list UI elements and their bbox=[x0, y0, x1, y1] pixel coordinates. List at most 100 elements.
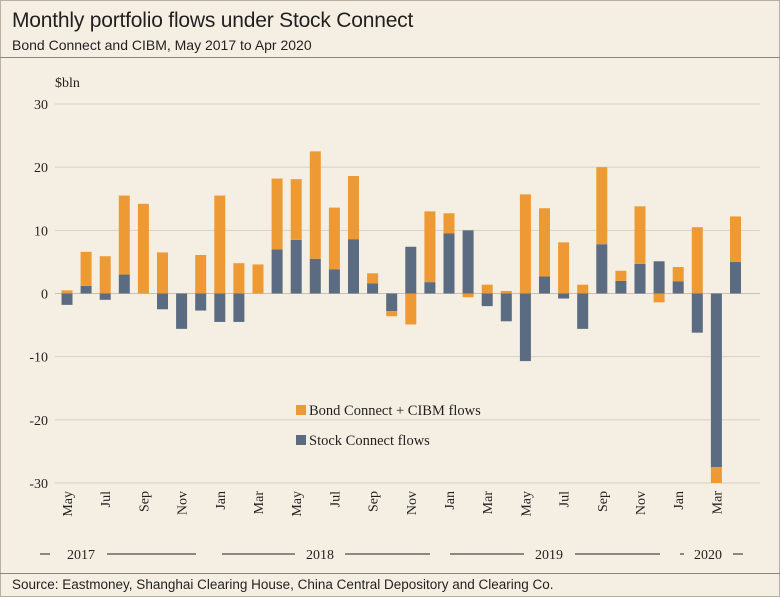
bar-stock-connect bbox=[157, 293, 168, 310]
bar-bond-connect-cibm bbox=[118, 195, 130, 275]
legend-label-bond: Bond Connect + CIBM flows bbox=[309, 403, 481, 419]
bar-bond-connect-cibm bbox=[710, 467, 722, 483]
bar-stock-connect bbox=[672, 281, 684, 294]
bar-stock-connect bbox=[500, 293, 512, 322]
bar-stock-connect bbox=[233, 293, 245, 322]
legend-label-stock: Stock Connect flows bbox=[309, 433, 430, 449]
bar-bond-connect-cibm bbox=[558, 242, 570, 294]
x-tick-label: Jul bbox=[99, 491, 114, 507]
bar-stock-connect bbox=[405, 246, 417, 294]
bar-bond-connect-cibm bbox=[615, 270, 627, 281]
y-tick-label: 30 bbox=[34, 98, 48, 113]
bar-stock-connect bbox=[118, 274, 130, 294]
bar-stock-connect bbox=[386, 293, 398, 312]
x-tick-label: Mar bbox=[481, 491, 496, 515]
bar-bond-connect-cibm bbox=[233, 263, 245, 294]
bar-stock-connect bbox=[80, 285, 92, 294]
bar-bond-connect-cibm bbox=[157, 252, 168, 294]
y-tick-label: 20 bbox=[34, 161, 48, 176]
y-tick-label: 10 bbox=[34, 224, 48, 239]
x-tick-label: Jul bbox=[328, 491, 343, 507]
year-labels: 2017 2018 2019 2020 bbox=[40, 548, 743, 563]
x-tick-label: Nov bbox=[176, 491, 191, 515]
y-tick-label: -10 bbox=[29, 351, 48, 366]
x-tick-label: Jan bbox=[214, 491, 229, 510]
y-tick-label: -20 bbox=[29, 414, 48, 429]
bar-bond-connect-cibm bbox=[367, 273, 379, 284]
bar-stock-connect bbox=[481, 293, 493, 307]
bar-bond-connect-cibm bbox=[634, 206, 646, 264]
bar-stock-connect bbox=[710, 293, 722, 468]
bar-stock-connect bbox=[195, 293, 207, 311]
bar-stock-connect bbox=[691, 293, 703, 333]
bar-stock-connect bbox=[61, 293, 73, 305]
x-tick-label: Sep bbox=[596, 491, 611, 512]
year-label: 2018 bbox=[306, 548, 334, 563]
y-tick-label: -30 bbox=[29, 477, 48, 492]
bar-bond-connect-cibm bbox=[328, 207, 340, 270]
bar-bond-connect-cibm bbox=[539, 208, 550, 277]
bar-bond-connect-cibm bbox=[348, 176, 359, 240]
bar-stock-connect bbox=[367, 283, 379, 294]
bar-bond-connect-cibm bbox=[61, 290, 73, 294]
bar-bond-connect-cibm bbox=[730, 216, 741, 262]
bar-stock-connect bbox=[634, 263, 646, 294]
x-tick-label: Nov bbox=[405, 491, 420, 515]
x-tick-label: Jul bbox=[558, 491, 573, 507]
bar-bond-connect-cibm bbox=[214, 195, 226, 294]
year-label: 2017 bbox=[67, 548, 95, 563]
bar-bond-connect-cibm bbox=[405, 293, 417, 325]
bar-stock-connect bbox=[99, 293, 111, 300]
bar-bond-connect-cibm bbox=[424, 211, 436, 283]
bar-stock-connect bbox=[519, 293, 531, 362]
year-label: 2019 bbox=[535, 548, 563, 563]
source-note: Source: Eastmoney, Shanghai Clearing Hou… bbox=[12, 577, 554, 592]
bar-bond-connect-cibm bbox=[80, 251, 92, 286]
bar-stock-connect bbox=[653, 261, 665, 294]
x-tick-label: Sep bbox=[367, 491, 382, 512]
bar-bond-connect-cibm bbox=[99, 256, 111, 294]
x-tick-label: Nov bbox=[634, 491, 649, 515]
x-tick-label: Jan bbox=[672, 491, 687, 510]
bar-bond-connect-cibm bbox=[290, 179, 302, 240]
bar-bond-connect-cibm bbox=[691, 227, 703, 294]
bar-bond-connect-cibm bbox=[519, 194, 531, 294]
year-label: 2020 bbox=[694, 548, 722, 563]
bar-bond-connect-cibm bbox=[386, 311, 398, 317]
bar-bond-connect-cibm bbox=[596, 167, 608, 245]
bar-bond-connect-cibm bbox=[443, 213, 455, 234]
bar-bond-connect-cibm bbox=[481, 284, 493, 294]
chart-title: Monthly portfolio flows under Stock Conn… bbox=[12, 9, 414, 32]
footer-divider bbox=[0, 573, 780, 574]
bar-bond-connect-cibm bbox=[500, 290, 512, 294]
x-tick-label: May bbox=[290, 491, 305, 517]
bar-bond-connect-cibm bbox=[462, 293, 474, 298]
header-divider bbox=[0, 57, 780, 58]
bars bbox=[61, 151, 741, 483]
bar-stock-connect bbox=[214, 293, 226, 322]
bar-stock-connect bbox=[539, 276, 550, 294]
bar-stock-connect bbox=[271, 249, 283, 294]
bar-stock-connect bbox=[558, 293, 570, 299]
bar-stock-connect bbox=[577, 293, 589, 329]
bar-bond-connect-cibm bbox=[577, 284, 589, 294]
bar-stock-connect bbox=[615, 280, 627, 294]
x-tick-label: Mar bbox=[710, 491, 725, 515]
bar-stock-connect bbox=[424, 282, 436, 294]
bar-stock-connect bbox=[443, 233, 455, 294]
legend-swatch-bond bbox=[296, 405, 306, 415]
x-tick-label: Sep bbox=[137, 491, 152, 512]
x-tick-label: Mar bbox=[252, 491, 267, 515]
bar-stock-connect bbox=[596, 244, 608, 294]
bar-stock-connect bbox=[290, 239, 302, 294]
bar-stock-connect bbox=[309, 258, 321, 294]
x-tick-label: May bbox=[61, 491, 76, 517]
y-tick-label: 0 bbox=[41, 288, 48, 303]
bar-stock-connect bbox=[730, 261, 741, 294]
bar-stock-connect bbox=[348, 239, 359, 294]
legend-swatch-stock bbox=[296, 435, 306, 445]
chart-subtitle: Bond Connect and CIBM, May 2017 to Apr 2… bbox=[12, 37, 312, 53]
bar-bond-connect-cibm bbox=[653, 293, 665, 303]
bar-stock-connect bbox=[328, 269, 340, 294]
